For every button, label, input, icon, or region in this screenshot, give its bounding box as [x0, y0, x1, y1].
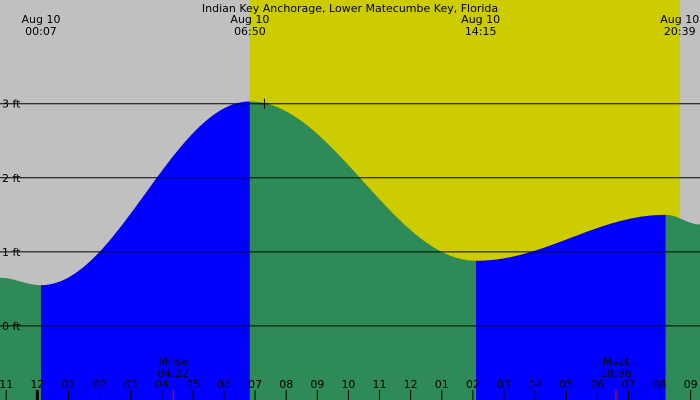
top-time-label: 06:50 — [234, 25, 266, 38]
top-time-label: 00:07 — [25, 25, 57, 38]
hour-tick-label: 08 — [279, 378, 293, 391]
hour-tick-label: 09 — [684, 378, 698, 391]
hour-tick-label: 02 — [93, 378, 107, 391]
top-time-label: 14:15 — [465, 25, 497, 38]
y-tick-label: 1 ft — [2, 246, 21, 259]
rising-tide-area — [40, 101, 250, 400]
hour-tick-label: 04 — [155, 378, 169, 391]
top-time-label: 20:39 — [664, 25, 696, 38]
hour-tick-label: 03 — [124, 378, 138, 391]
y-tick-label: 0 ft — [2, 320, 21, 333]
hour-tick-label: 08 — [653, 378, 667, 391]
hour-tick-label: 01 — [435, 378, 449, 391]
moon-event-name: Mrise — [158, 355, 188, 368]
top-date-label: Aug 10 — [21, 13, 60, 26]
top-date-label: Aug 10 — [660, 13, 699, 26]
hour-tick-label: 10 — [341, 378, 355, 391]
hour-tick-label: 05 — [186, 378, 200, 391]
hour-tick-label: 12 — [404, 378, 418, 391]
hour-tick-label: 01 — [61, 378, 75, 391]
falling-tide-area — [0, 277, 41, 400]
hour-tick-label: 06 — [590, 378, 604, 391]
top-date-label: Aug 10 — [461, 13, 500, 26]
hour-tick-label: 04 — [528, 378, 542, 391]
hour-tick-label: 07 — [248, 378, 262, 391]
hour-tick-label: 07 — [621, 378, 635, 391]
hour-tick-label: 03 — [497, 378, 511, 391]
falling-tide-area — [665, 214, 700, 400]
y-tick-label: 2 ft — [2, 172, 21, 185]
rising-tide-area — [476, 214, 666, 400]
hour-tick-label: 05 — [559, 378, 573, 391]
chart-title: Indian Key Anchorage, Lower Matecumbe Ke… — [202, 2, 498, 15]
moon-event-name: Mset — [603, 355, 630, 368]
hour-tick-label: 09 — [310, 378, 324, 391]
hour-tick-label: 02 — [466, 378, 480, 391]
moon-event-time: 04:22 — [157, 367, 189, 380]
hour-tick-label: 12 — [30, 378, 44, 391]
midnight-marker — [35, 390, 39, 400]
y-tick-label: 3 ft — [2, 98, 21, 111]
top-date-label: Aug 10 — [230, 13, 269, 26]
hour-tick-label: 06 — [217, 378, 231, 391]
falling-tide-area — [249, 101, 476, 400]
moon-event-time: 18:36 — [600, 367, 632, 380]
hour-tick-label: 11 — [373, 378, 387, 391]
hour-tick-label: 11 — [0, 378, 13, 391]
